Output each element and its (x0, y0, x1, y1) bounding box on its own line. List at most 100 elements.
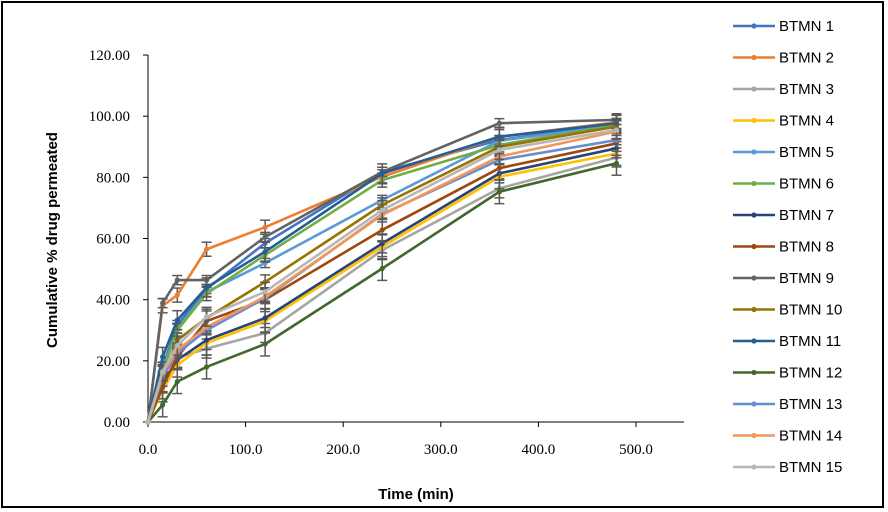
legend-item: BTMN 6 (733, 176, 834, 193)
data-point (160, 368, 166, 375)
legend-item: BTMN 4 (733, 113, 834, 130)
data-point (203, 337, 210, 343)
data-point (174, 342, 180, 349)
legend-marker (751, 369, 757, 376)
data-point (496, 147, 502, 153)
x-tick-label: 0.0 (139, 442, 158, 458)
data-point (262, 315, 268, 321)
data-point (496, 120, 502, 126)
x-tick-label: 100.0 (229, 442, 263, 458)
data-point (203, 284, 210, 291)
data-point (613, 127, 620, 133)
legend-item: BTMN 13 (733, 396, 842, 413)
y-tick-label: 100.00 (89, 109, 130, 125)
data-point (160, 300, 166, 306)
data-point (613, 160, 620, 166)
legend-item: BTMN 1 (733, 18, 834, 35)
data-point (145, 419, 151, 425)
legend: BTMN 1 BTMN 2 BTMN 3 BTMN 4 BTMN 5 BTMN 6 BTMN… (733, 18, 842, 476)
series-layer (145, 113, 622, 425)
legend-item: BTMN 7 (733, 207, 834, 224)
data-point (203, 314, 210, 320)
legend-label: BTMN 12 (779, 365, 842, 382)
series-line (146, 128, 617, 423)
data-point (496, 165, 502, 171)
legend-label: BTMN 13 (779, 396, 842, 413)
legend-label: BTMN 15 (779, 459, 842, 476)
series-btmn-15 (145, 119, 622, 425)
data-point (203, 246, 210, 252)
data-point (379, 207, 385, 213)
legend-label: BTMN 3 (779, 81, 834, 98)
data-point (496, 189, 502, 195)
series-line (146, 142, 617, 423)
data-point (174, 292, 180, 298)
data-point (379, 227, 385, 233)
legend-label: BTMN 1 (779, 18, 834, 35)
data-point (496, 134, 502, 140)
legend-label: BTMN 10 (779, 302, 842, 319)
x-tick-label: 200.0 (326, 442, 360, 458)
legend-marker (751, 306, 757, 313)
series-line (146, 118, 617, 423)
data-point (160, 354, 166, 360)
y-tick-label: 80.00 (96, 170, 130, 186)
series-line (146, 121, 617, 423)
legend-marker (751, 338, 757, 344)
legend-marker (751, 243, 757, 250)
legend-item: BTMN 15 (733, 459, 842, 476)
legend-marker (751, 432, 757, 439)
x-axis-title: Time (min) (378, 486, 454, 503)
legend-label: BTMN 11 (779, 333, 841, 350)
x-axis: 0.0 100.0 200.0 300.0 400.0 500.0 (139, 421, 684, 458)
y-axis: 0.00 20.00 40.00 60.00 80.00 100.00 120.00 (89, 48, 149, 431)
data-point (379, 170, 385, 176)
legend-item: BTMN 3 (733, 81, 834, 98)
legend-marker (751, 149, 757, 155)
legend-marker (751, 464, 757, 470)
data-point (174, 317, 180, 323)
legend-label: BTMN 5 (779, 144, 834, 161)
data-point (262, 224, 268, 230)
series-line (147, 162, 617, 423)
x-tick-label: 400.0 (522, 442, 556, 458)
y-axis-title: Cumulative % drug permeated (44, 132, 61, 348)
legend-label: BTMN 4 (779, 113, 834, 130)
x-tick-label: 500.0 (619, 442, 653, 458)
legend-item: BTMN 2 (733, 50, 834, 67)
legend-item: BTMN 14 (733, 428, 842, 445)
y-tick-label: 0.00 (104, 415, 130, 431)
legend-marker (751, 180, 757, 187)
legend-item: BTMN 9 (733, 270, 834, 287)
series-line (146, 152, 617, 423)
legend-item: BTMN 8 (733, 239, 834, 256)
y-tick-label: 20.00 (96, 354, 130, 370)
data-point (262, 289, 268, 295)
legend-item: BTMN 5 (733, 144, 834, 161)
legend-label: BTMN 2 (779, 50, 834, 67)
legend-item: BTMN 12 (733, 365, 842, 382)
data-point (174, 379, 180, 385)
data-point (262, 234, 268, 240)
data-point (203, 364, 210, 370)
legend-marker (751, 275, 757, 281)
legend-marker (751, 86, 757, 92)
x-tick-label: 300.0 (424, 442, 458, 458)
data-point (174, 277, 180, 283)
data-point (262, 341, 268, 347)
legend-label: BTMN 7 (779, 207, 834, 224)
y-tick-label: 40.00 (96, 293, 130, 309)
legend-label: BTMN 9 (779, 270, 834, 287)
legend-label: BTMN 6 (779, 176, 834, 193)
legend-marker (751, 401, 757, 407)
legend-marker (751, 212, 757, 218)
legend-label: BTMN 14 (779, 428, 842, 445)
data-point (262, 249, 268, 255)
legend-item: BTMN 11 (733, 333, 841, 350)
legend-marker (751, 117, 757, 124)
data-point (379, 265, 385, 272)
data-point (160, 402, 166, 408)
legend-item: BTMN 10 (733, 302, 842, 319)
legend-marker (751, 54, 757, 61)
